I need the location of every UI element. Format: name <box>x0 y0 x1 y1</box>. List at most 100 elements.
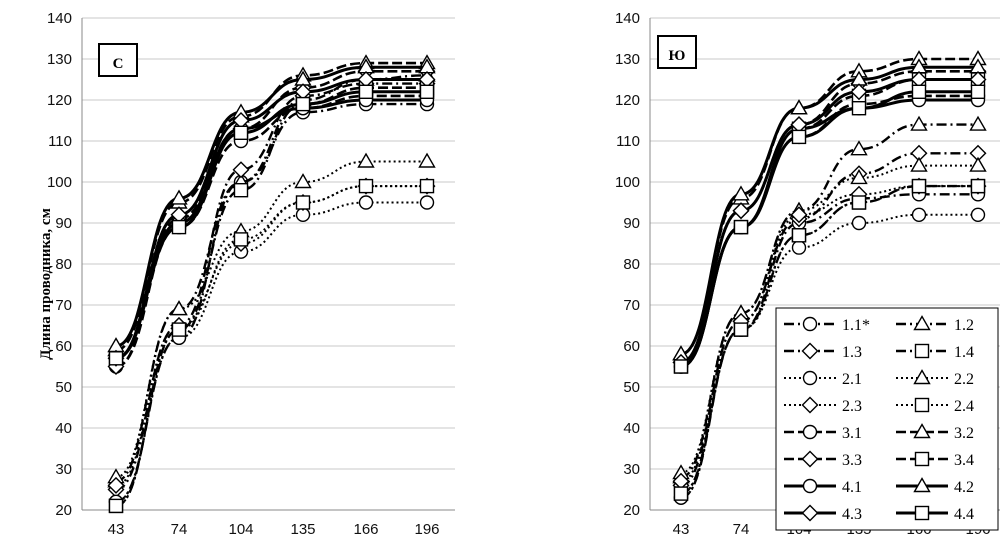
y-tick-label: 120 <box>47 92 72 109</box>
data-point <box>735 323 748 336</box>
y-tick-label: 100 <box>615 174 640 191</box>
legend-label: 1.1* <box>842 317 870 334</box>
y-tick-label: 110 <box>48 133 72 150</box>
legend-label: 2.3 <box>842 398 862 415</box>
data-point <box>296 175 311 188</box>
series-line <box>116 92 427 506</box>
panel-label-box: Ю <box>658 36 696 68</box>
data-point <box>972 208 985 221</box>
legend-label: 3.3 <box>842 452 862 469</box>
legend: 1.1* 1.21.3 1.42.1 2.22.3 2.43.1 3.23.3 3.44.1… <box>776 308 998 530</box>
data-point <box>675 360 688 373</box>
data-point <box>913 180 926 193</box>
data-point <box>297 98 310 111</box>
panel-label: Ю <box>669 48 686 64</box>
y-tick-label: 90 <box>55 215 72 232</box>
x-tick-label: 166 <box>353 521 378 538</box>
y-tick-label: 140 <box>615 10 640 27</box>
data-point <box>360 85 373 98</box>
data-point <box>297 196 310 209</box>
data-point <box>360 180 373 193</box>
y-tick-label: 50 <box>55 379 72 396</box>
series-2.2 <box>109 154 435 483</box>
legend-marker <box>804 480 817 493</box>
y-tick-label: 40 <box>623 420 640 437</box>
x-tick-label: 43 <box>108 521 125 538</box>
series-3.3 <box>109 64 435 374</box>
data-point <box>853 102 866 115</box>
data-point <box>173 221 186 234</box>
data-point <box>420 154 435 167</box>
y-tick-label: 20 <box>55 502 72 519</box>
data-point <box>853 196 866 209</box>
legend-label: 1.3 <box>842 344 862 361</box>
data-point <box>735 221 748 234</box>
y-tick-label: 100 <box>47 174 72 191</box>
data-point <box>734 203 749 218</box>
y-tick-label: 40 <box>55 420 72 437</box>
legend-label: 3.4 <box>954 452 974 469</box>
legend-marker <box>916 453 929 466</box>
x-tick-label: 74 <box>171 521 188 538</box>
legend-label: 2.4 <box>954 398 974 415</box>
legend-frame <box>776 308 998 530</box>
series-1.4 <box>110 85 434 512</box>
legend-label: 3.2 <box>954 425 974 442</box>
y-tick-label: 120 <box>615 92 640 109</box>
panel-label: С <box>113 56 124 72</box>
legend-label: 2.2 <box>954 371 974 388</box>
y-tick-label: 130 <box>615 51 640 68</box>
data-point <box>235 233 248 246</box>
legend-label: 4.1 <box>842 479 862 496</box>
x-tick-label: 74 <box>733 521 750 538</box>
y-tick-label: 20 <box>623 502 640 519</box>
legend-marker <box>804 318 817 331</box>
y-tick-label: 60 <box>623 338 640 355</box>
data-point <box>360 196 373 209</box>
series-4.3 <box>109 72 435 366</box>
y-tick-label: 70 <box>623 297 640 314</box>
series-4.2 <box>109 60 435 352</box>
data-point <box>793 241 806 254</box>
data-point <box>793 229 806 242</box>
data-point <box>173 323 186 336</box>
data-point <box>110 352 123 365</box>
legend-label: 3.1 <box>842 425 862 442</box>
series-1.2 <box>109 68 435 487</box>
y-tick-label: 30 <box>55 461 72 478</box>
series-line <box>116 104 427 502</box>
y-axis-label: Длина проводника, см <box>38 208 54 360</box>
y-tick-label: 60 <box>55 338 72 355</box>
legend-label: 4.3 <box>842 506 862 523</box>
panel-label-box: С <box>99 44 137 76</box>
chart-panel-1: 20 30 40 50 60 70 80 90 100 110 120 130 140 43 74 104 13… <box>38 10 455 538</box>
y-tick-label: 30 <box>623 461 640 478</box>
data-point <box>235 126 248 139</box>
series-1.1* <box>110 98 434 509</box>
legend-label: 4.2 <box>954 479 974 496</box>
data-point <box>359 154 374 167</box>
data-point <box>421 180 434 193</box>
legend-marker <box>804 372 817 385</box>
data-point <box>912 158 927 171</box>
series-line <box>116 162 427 478</box>
y-tick-label: 50 <box>623 379 640 396</box>
y-tick-label: 140 <box>47 10 72 27</box>
data-point <box>421 196 434 209</box>
legend-label: 4.4 <box>954 506 974 523</box>
data-point <box>913 85 926 98</box>
data-point <box>971 117 986 130</box>
data-point <box>971 158 986 171</box>
data-point <box>793 130 806 143</box>
data-point <box>972 85 985 98</box>
data-point <box>913 208 926 221</box>
legend-label: 1.4 <box>954 344 974 361</box>
x-tick-label: 104 <box>228 521 253 538</box>
y-tick-label: 80 <box>623 256 640 273</box>
data-point <box>234 162 249 177</box>
x-tick-label: 43 <box>673 521 690 538</box>
data-point <box>110 499 123 512</box>
legend-label: 1.2 <box>954 317 974 334</box>
y-tick-label: 80 <box>55 256 72 273</box>
